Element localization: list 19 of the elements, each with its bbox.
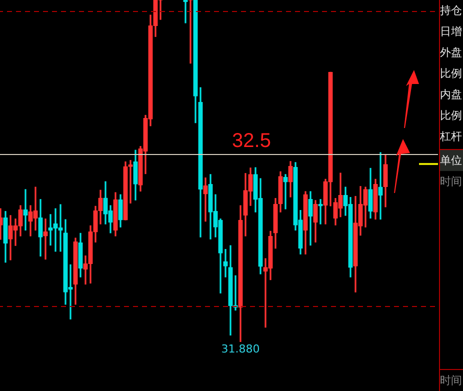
- text: 外盘: [440, 45, 463, 61]
- candlestick: [223, 248, 228, 278]
- candlestick: [43, 218, 48, 260]
- candlestick: [283, 174, 288, 210]
- annotation: 32.5: [232, 130, 271, 152]
- candlestick: [378, 152, 383, 220]
- text: 日增: [440, 24, 463, 40]
- text: 杠杆: [440, 129, 463, 145]
- text: 比例: [440, 108, 463, 124]
- text: 单位: [440, 149, 463, 171]
- candlestick: [318, 199, 323, 224]
- candlestick: [203, 178, 208, 222]
- text: 时间: [440, 369, 463, 391]
- text: 时间: [440, 174, 463, 190]
- text: 内盘: [440, 87, 463, 103]
- text: 比例: [440, 66, 463, 82]
- candlestick: [23, 189, 28, 230]
- text: 持仓: [440, 3, 463, 19]
- annotation: 31.880: [221, 342, 260, 356]
